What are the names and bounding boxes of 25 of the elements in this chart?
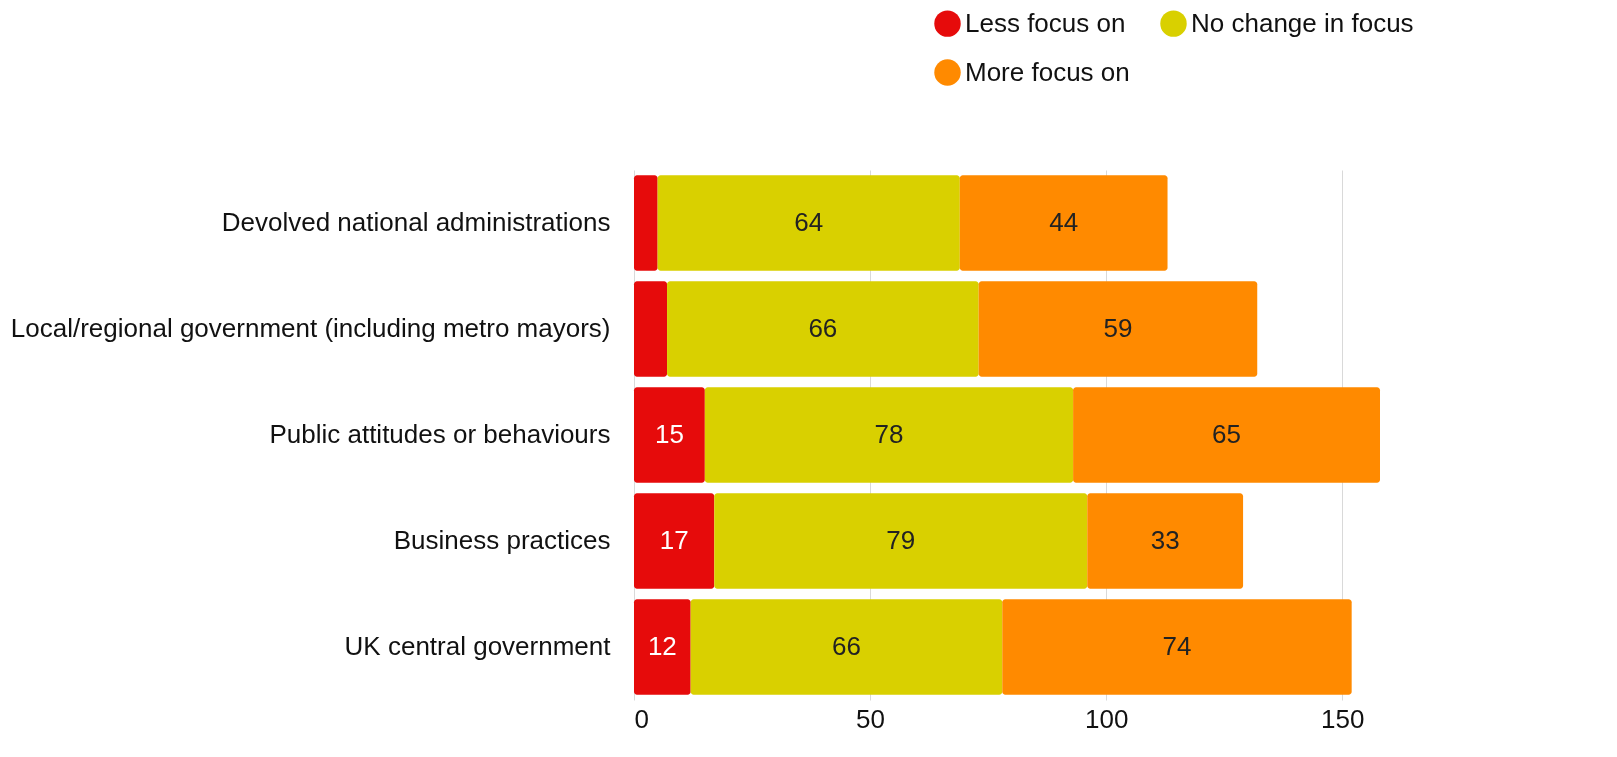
legend-label: Less focus on [965,7,1126,38]
x-tick-label: 50 [856,703,886,734]
data-label: 66 [808,313,838,343]
y-tick-label: UK central government [344,631,612,661]
data-label: 64 [794,207,824,237]
y-tick-label: Devolved national administrations [221,207,611,237]
legend-label: No change in focus [1191,7,1414,38]
data-label: 12 [647,631,677,661]
y-tick-label: Public attitudes or behaviours [269,419,611,449]
data-label: 79 [886,525,916,555]
x-tick-label: 100 [1084,703,1129,734]
y-tick-label: Business practices [393,525,611,555]
x-tick-label: 0 [634,703,649,734]
data-label: 33 [1150,525,1180,555]
data-label: 78 [874,419,904,449]
data-label: 66 [832,631,861,661]
x-tick-label: 150 [1321,703,1365,734]
y-tick-label: Local/regional government (including metro mayors) [10,313,611,343]
data-label: 44 [1049,207,1079,237]
data-label: 74 [1162,631,1192,661]
legend-label: More focus on [965,56,1130,87]
data-label: 59 [1103,313,1133,343]
data-label: 15 [654,419,684,449]
data-label: 17 [659,525,689,555]
data-label: 65 [1212,419,1242,449]
